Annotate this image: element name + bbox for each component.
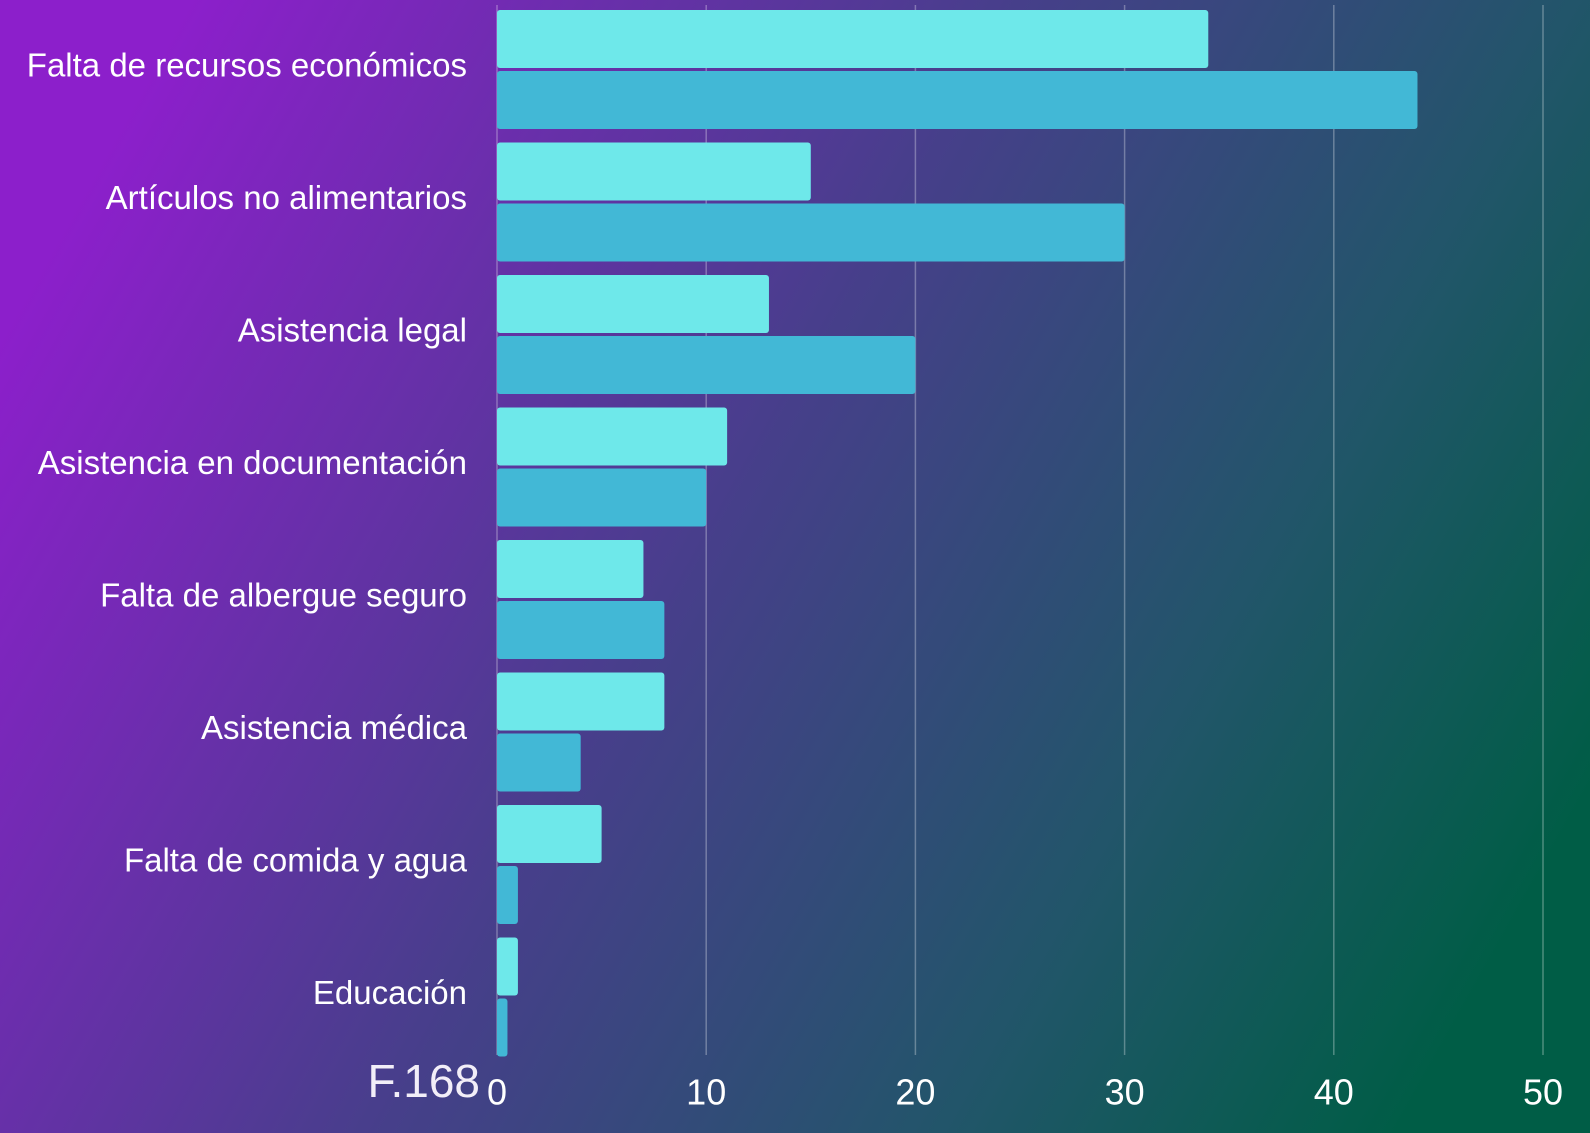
x-tick-label: 10: [686, 1072, 726, 1113]
bar: [497, 275, 769, 333]
bar: [497, 805, 602, 863]
x-tick-label: 20: [895, 1072, 935, 1113]
x-tick-label: 40: [1314, 1072, 1354, 1113]
y-tick-label: Asistencia legal: [238, 312, 467, 349]
bar: [497, 71, 1418, 129]
bar: [497, 733, 581, 792]
y-tick-label: Falta de albergue seguro: [100, 577, 467, 614]
y-tick-label: Artículos no alimentarios: [106, 179, 467, 216]
bar: [497, 866, 518, 924]
bar: [497, 601, 665, 659]
bar: [497, 540, 644, 598]
x-tick-label: 0: [487, 1072, 507, 1113]
bar: [497, 672, 665, 731]
x-tick-label: 30: [1105, 1072, 1145, 1113]
bar: [497, 203, 1125, 262]
bar: [497, 142, 811, 201]
y-tick-label: Falta de comida y agua: [124, 842, 468, 879]
y-tick-label: Educación: [313, 974, 467, 1011]
bar: [497, 468, 707, 527]
bar: [497, 998, 508, 1057]
bar: [497, 937, 518, 996]
x-tick-label: 50: [1523, 1072, 1563, 1113]
bar: [497, 407, 728, 466]
bar: [497, 336, 916, 394]
annotation: F.168: [367, 1055, 480, 1107]
y-tick-label: Falta de recursos económicos: [27, 47, 467, 84]
y-tick-label: Asistencia en documentación: [38, 444, 467, 481]
y-tick-label: Asistencia médica: [201, 709, 468, 746]
bar: [497, 10, 1209, 68]
